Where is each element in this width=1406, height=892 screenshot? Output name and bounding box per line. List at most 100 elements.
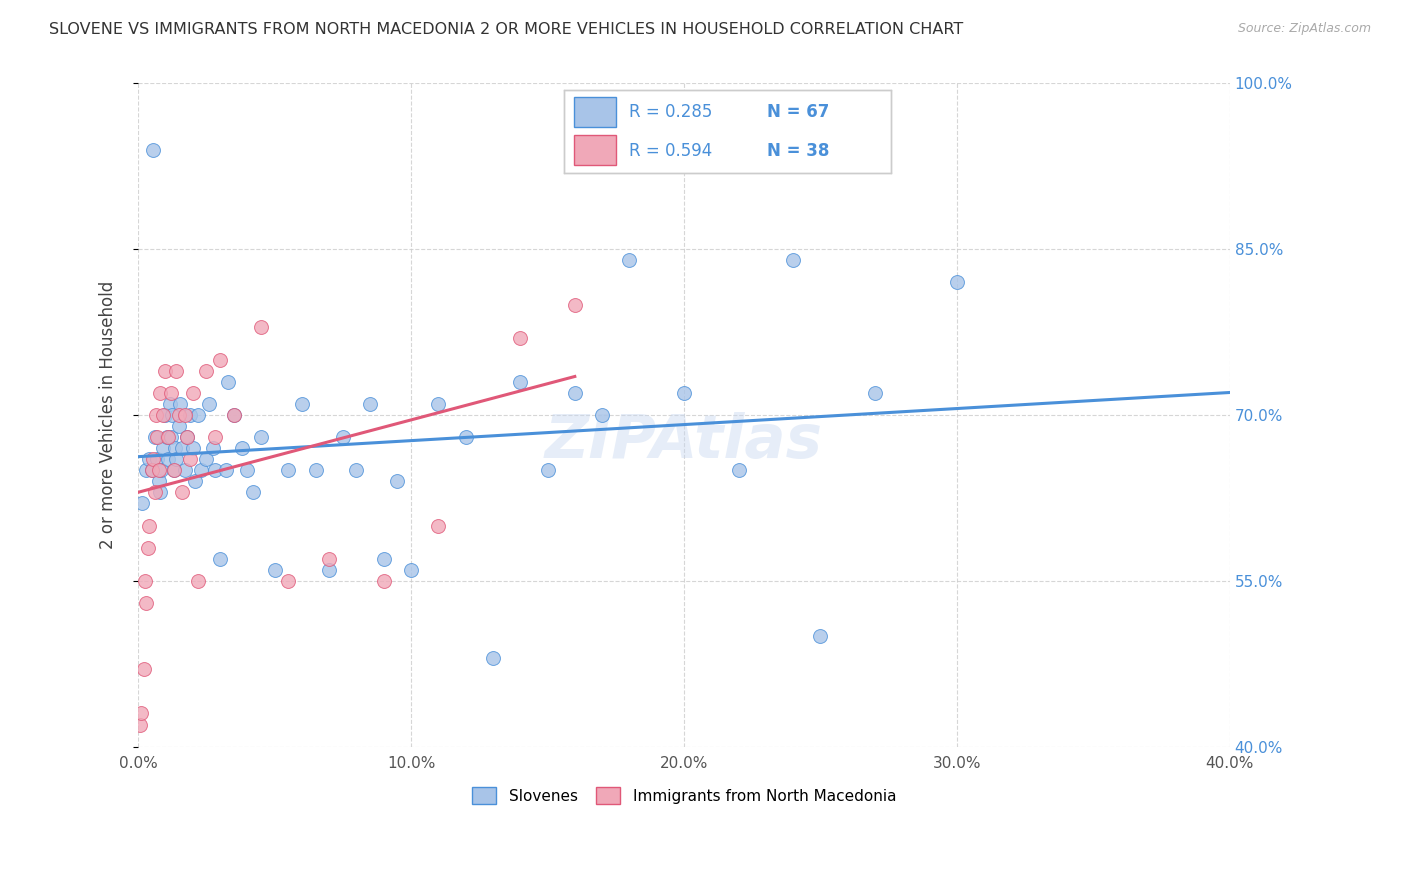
Point xyxy=(135,596,157,610)
Point xyxy=(204,463,226,477)
Point xyxy=(142,452,165,467)
Point xyxy=(946,276,969,290)
Point xyxy=(162,408,184,422)
Point xyxy=(148,463,170,477)
Point xyxy=(128,717,150,731)
Point xyxy=(204,430,226,444)
Point xyxy=(136,541,159,555)
Point xyxy=(373,574,395,588)
Point xyxy=(181,386,204,401)
Point xyxy=(536,463,558,477)
Point xyxy=(399,563,422,577)
Point xyxy=(236,463,259,477)
Point xyxy=(318,551,340,566)
Point xyxy=(863,386,886,401)
Point xyxy=(134,574,156,588)
Point xyxy=(277,574,299,588)
Text: SLOVENE VS IMMIGRANTS FROM NORTH MACEDONIA 2 OR MORE VEHICLES IN HOUSEHOLD CORRE: SLOVENE VS IMMIGRANTS FROM NORTH MACEDON… xyxy=(49,22,963,37)
Point xyxy=(146,430,169,444)
Point xyxy=(165,364,187,378)
Point xyxy=(187,574,209,588)
Point xyxy=(332,430,354,444)
Point xyxy=(190,463,212,477)
Point xyxy=(277,463,299,477)
Point xyxy=(145,408,167,422)
Point xyxy=(143,430,166,444)
Point xyxy=(155,408,177,422)
Point xyxy=(129,706,152,721)
Point xyxy=(195,452,218,467)
Point xyxy=(148,475,170,489)
Point xyxy=(231,441,253,455)
Point xyxy=(202,441,225,455)
Point xyxy=(135,463,157,477)
Point xyxy=(167,408,190,422)
Point xyxy=(146,452,169,467)
Point xyxy=(387,475,409,489)
Point xyxy=(176,430,198,444)
Point xyxy=(149,386,172,401)
Point xyxy=(619,253,641,268)
Point xyxy=(131,496,153,510)
Point xyxy=(359,397,381,411)
Point xyxy=(149,485,172,500)
Point xyxy=(156,430,179,444)
Point xyxy=(214,463,236,477)
Point xyxy=(222,408,245,422)
Point xyxy=(169,397,191,411)
Point xyxy=(564,386,586,401)
Point xyxy=(173,408,195,422)
Point xyxy=(159,397,181,411)
Point xyxy=(782,253,804,268)
Point xyxy=(155,364,177,378)
Point xyxy=(263,563,285,577)
Point xyxy=(176,430,198,444)
Point xyxy=(482,651,505,665)
Point xyxy=(150,463,173,477)
Point xyxy=(427,518,450,533)
Point xyxy=(157,430,180,444)
Point xyxy=(142,143,165,157)
Point xyxy=(165,452,187,467)
Point xyxy=(132,662,155,676)
Point xyxy=(187,408,209,422)
Point xyxy=(138,452,160,467)
Point xyxy=(217,375,239,389)
Point xyxy=(138,518,160,533)
Point xyxy=(346,463,368,477)
Legend: Slovenes, Immigrants from North Macedonia: Slovenes, Immigrants from North Macedoni… xyxy=(464,779,904,812)
Point xyxy=(160,386,183,401)
Point xyxy=(152,408,174,422)
Point xyxy=(173,463,195,477)
Point xyxy=(170,485,193,500)
Point xyxy=(564,297,586,311)
Point xyxy=(198,397,221,411)
Text: ZIPAtlas: ZIPAtlas xyxy=(546,412,823,471)
Point xyxy=(304,463,326,477)
Point xyxy=(672,386,695,401)
Point xyxy=(727,463,749,477)
Y-axis label: 2 or more Vehicles in Household: 2 or more Vehicles in Household xyxy=(100,281,117,549)
Point xyxy=(157,452,180,467)
Point xyxy=(209,352,232,367)
Point xyxy=(163,441,186,455)
Point xyxy=(509,375,531,389)
Point xyxy=(163,463,186,477)
Point xyxy=(808,629,831,643)
Point xyxy=(179,452,201,467)
Point xyxy=(250,430,273,444)
Point xyxy=(591,408,613,422)
Point xyxy=(179,408,201,422)
Point xyxy=(141,463,163,477)
Point xyxy=(454,430,477,444)
Point xyxy=(291,397,314,411)
Point xyxy=(184,475,207,489)
Point xyxy=(318,563,340,577)
Point xyxy=(181,441,204,455)
Point xyxy=(209,551,232,566)
Point xyxy=(163,463,186,477)
Point xyxy=(222,408,245,422)
Point xyxy=(250,319,273,334)
Point xyxy=(509,331,531,345)
Point xyxy=(373,551,395,566)
